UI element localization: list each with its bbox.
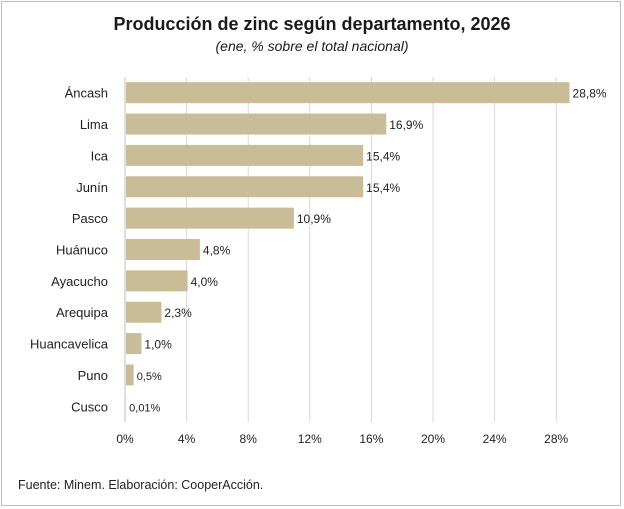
value-label-5: 4,8% xyxy=(203,244,231,258)
bar-3 xyxy=(126,176,364,198)
x-tick-label-5: 20% xyxy=(421,432,445,446)
bar-9 xyxy=(126,364,134,386)
bar-7 xyxy=(126,301,162,323)
source-note: Fuente: Minem. Elaboración: CooperAcción… xyxy=(18,478,264,492)
category-label-10: Cusco xyxy=(71,399,108,414)
value-label-7: 2,3% xyxy=(164,306,192,320)
category-label-5: Huánuco xyxy=(56,243,108,258)
category-label-3: Junín xyxy=(76,180,108,195)
value-label-2: 15,4% xyxy=(366,149,400,163)
bar-2 xyxy=(126,144,364,166)
chart-title: Producción de zinc según departamento, 2… xyxy=(113,14,511,34)
x-tick-label-1: 4% xyxy=(178,432,196,446)
value-label-10: 0,01% xyxy=(129,402,160,414)
value-label-4: 10,9% xyxy=(297,212,331,226)
category-label-8: Huancavelica xyxy=(30,337,109,352)
bar-chart: Áncash 28,8% Lima 16,9% Ica 15,4% Junín 15,4% Pa… xyxy=(30,77,607,446)
x-tick-label-7: 28% xyxy=(544,432,568,446)
bar-8 xyxy=(126,333,142,355)
x-tick-label-3: 12% xyxy=(298,432,322,446)
bar-4 xyxy=(126,207,294,229)
value-label-9: 0,5% xyxy=(137,371,162,383)
bar-1 xyxy=(126,113,387,135)
category-label-6: Ayacucho xyxy=(51,274,108,289)
category-label-1: Lima xyxy=(80,117,109,132)
category-label-2: Ica xyxy=(91,148,109,163)
value-label-8: 1,0% xyxy=(144,338,172,352)
value-label-0: 28,8% xyxy=(573,87,607,101)
x-tick-label-6: 24% xyxy=(483,432,507,446)
x-tick-label-0: 0% xyxy=(116,432,134,446)
x-tick-label-4: 16% xyxy=(359,432,383,446)
bar-6 xyxy=(126,270,188,292)
x-tick-label-2: 8% xyxy=(240,432,258,446)
category-label-0: Áncash xyxy=(65,86,108,101)
chart-subtitle: (ene, % sobre el total nacional) xyxy=(215,38,409,54)
category-label-9: Puno xyxy=(78,368,108,383)
category-label-7: Arequipa xyxy=(56,305,109,320)
bar-0 xyxy=(126,82,570,104)
bar-5 xyxy=(126,239,200,260)
value-label-3: 15,4% xyxy=(366,181,400,195)
value-label-1: 16,9% xyxy=(389,118,423,132)
category-label-4: Pasco xyxy=(72,211,108,226)
value-label-6: 4,0% xyxy=(191,275,219,289)
